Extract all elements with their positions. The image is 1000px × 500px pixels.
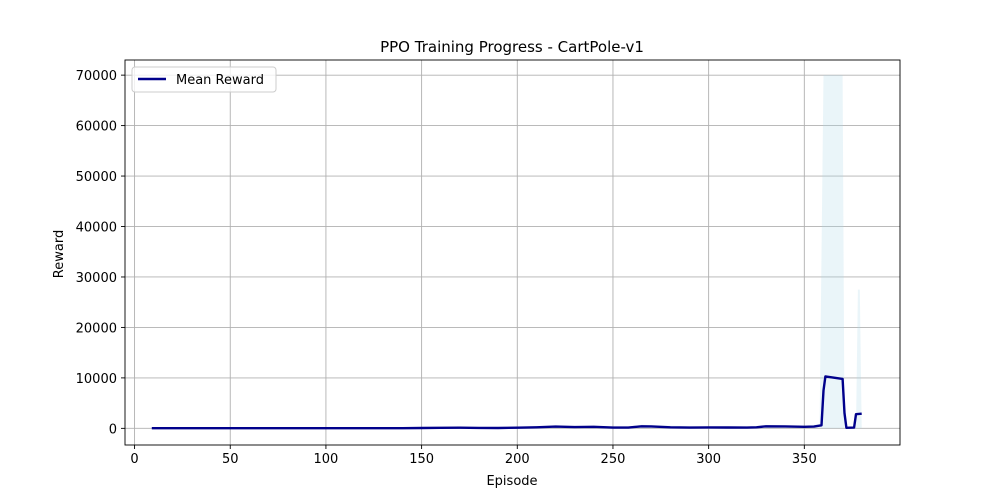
x-tick-label: 200	[505, 452, 530, 467]
mean-reward-line-layer	[151, 375, 862, 430]
x-tick-label: 150	[409, 452, 434, 467]
legend-label-mean-reward: Mean Reward	[176, 73, 264, 88]
x-tick-label: 300	[696, 452, 721, 467]
x-tick-label: 350	[792, 452, 817, 467]
series-line-mean-reward	[151, 375, 862, 430]
chart-title: PPO Training Progress - CartPole-v1	[380, 38, 644, 56]
y-tick-label: 70000	[76, 69, 117, 84]
x-tick-label: 0	[130, 452, 138, 467]
y-axis-label: Reward	[52, 230, 67, 278]
x-tick-label: 100	[314, 452, 339, 467]
y-tick-label: 0	[109, 422, 117, 437]
x-tick-label: 50	[222, 452, 239, 467]
legend-box	[131, 66, 277, 93]
y-tick-label: 20000	[76, 321, 117, 336]
y-tick-label: 30000	[76, 271, 117, 286]
y-tick-label: 10000	[76, 372, 117, 387]
x-axis-ticks: 0 50 100 150 200 250 300 350	[130, 445, 817, 467]
y-tick-label: 40000	[76, 221, 117, 236]
y-axis-ticks: 0 10000 20000 30000 40000 50000 60000 70000	[76, 69, 125, 437]
plot-area-frame	[124, 59, 901, 446]
x-axis-label: Episode	[486, 474, 537, 489]
legend: Mean Reward	[131, 66, 277, 93]
x-tick-label: 250	[601, 452, 626, 467]
y-tick-label: 50000	[76, 170, 117, 185]
y-tick-label: 60000	[76, 120, 117, 135]
